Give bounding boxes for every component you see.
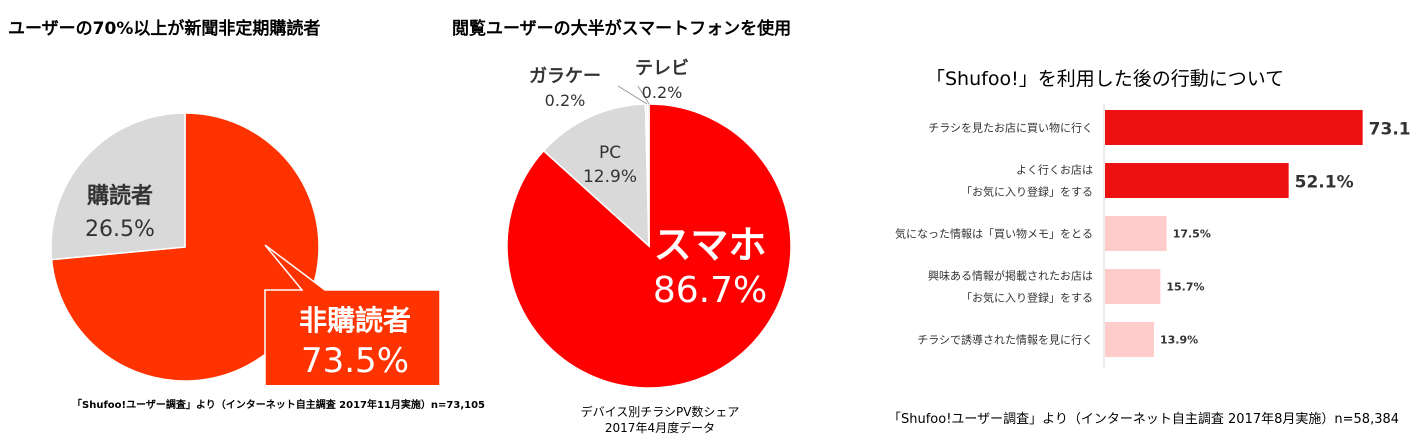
callout-box [264, 244, 440, 385]
pie-slice-subscriber [50, 112, 186, 261]
bar [1105, 163, 1289, 198]
chart2-note-line2: 2017年4月度データ [604, 421, 716, 435]
leader-line-feature-phone [617, 85, 648, 105]
category-label: 気になった情報は「買い物メモ」をとる [895, 227, 1093, 241]
chart1-source: 「Shufoo!ユーザー調査」より（インターネット自主調査 2017年11月実施… [72, 400, 486, 411]
bar-value-label: 73.1% [1369, 120, 1410, 140]
slice-label-subscriber: 購読者 [87, 183, 153, 209]
bar [1105, 216, 1167, 251]
chart3-source: 「Shufoo!ユーザー調査」より（インターネット自主調査 2017年8月実施）… [888, 412, 1400, 427]
chart2-note: デバイス別チラシPV数シェア 2017年4月度データ [560, 404, 760, 436]
chart2-note-line1: デバイス別チラシPV数シェア [580, 405, 740, 419]
slice-label-smartphone: スマホ [654, 223, 767, 267]
bar-value-label: 52.1% [1295, 173, 1354, 193]
slice-value-nonsubscriber: 73.5% [301, 341, 409, 381]
chart2-title: 閲覧ユーザーの大半がスマートフォンを使用 [452, 19, 792, 39]
slice-value-smartphone: 86.7% [653, 270, 767, 311]
bar [1105, 269, 1161, 304]
category-label: 興味ある情報が掲載されたお店は [928, 269, 1093, 283]
leader-line-tv [637, 85, 650, 105]
slice-label-nonsubscriber: 非購読者 [299, 304, 411, 337]
pie-slice-pc [542, 103, 650, 248]
category-label: チラシを見たお店に買い物に行く [928, 121, 1093, 135]
bar [1105, 322, 1154, 357]
bar-value-label: 15.7% [1166, 281, 1204, 294]
slice-value-subscriber: 26.5% [85, 217, 155, 242]
chart1-title: ユーザーの70%以上が新聞非定期購読者 [8, 19, 321, 39]
chart1-pie: 購読者 26.5% 非購読者 73.5% [50, 112, 440, 385]
category-label: チラシで誘導された情報を見に行く [917, 333, 1093, 347]
slice-label-pc: PC [599, 143, 621, 163]
bar-value-label: 13.9% [1160, 334, 1198, 347]
chart3-bar: 73.1% チラシを見たお店に買い物に行く 52.1% よく行くお店は「お気に入り登録… [895, 104, 1410, 368]
slice-value-pc: 12.9% [583, 167, 637, 187]
chart2-pie: ガラケー 0.2% テレビ 0.2% PC 12.9% スマホ 86.7% [506, 58, 792, 389]
slice-value-feature-phone: 0.2% [545, 91, 586, 110]
slice-value-tv: 0.2% [642, 83, 683, 102]
category-label: 「お気に入り登録」をする [961, 291, 1093, 305]
category-label: よく行くお店は [1016, 163, 1093, 177]
slice-label-tv: テレビ [635, 58, 689, 79]
bar [1105, 110, 1363, 145]
slice-label-feature-phone: ガラケー [529, 66, 601, 87]
chart3-title: 「Shufoo!」を利用した後の行動について [926, 68, 1285, 90]
bar-value-label: 17.5% [1173, 228, 1211, 241]
category-label: 「お気に入り登録」をする [961, 185, 1093, 199]
